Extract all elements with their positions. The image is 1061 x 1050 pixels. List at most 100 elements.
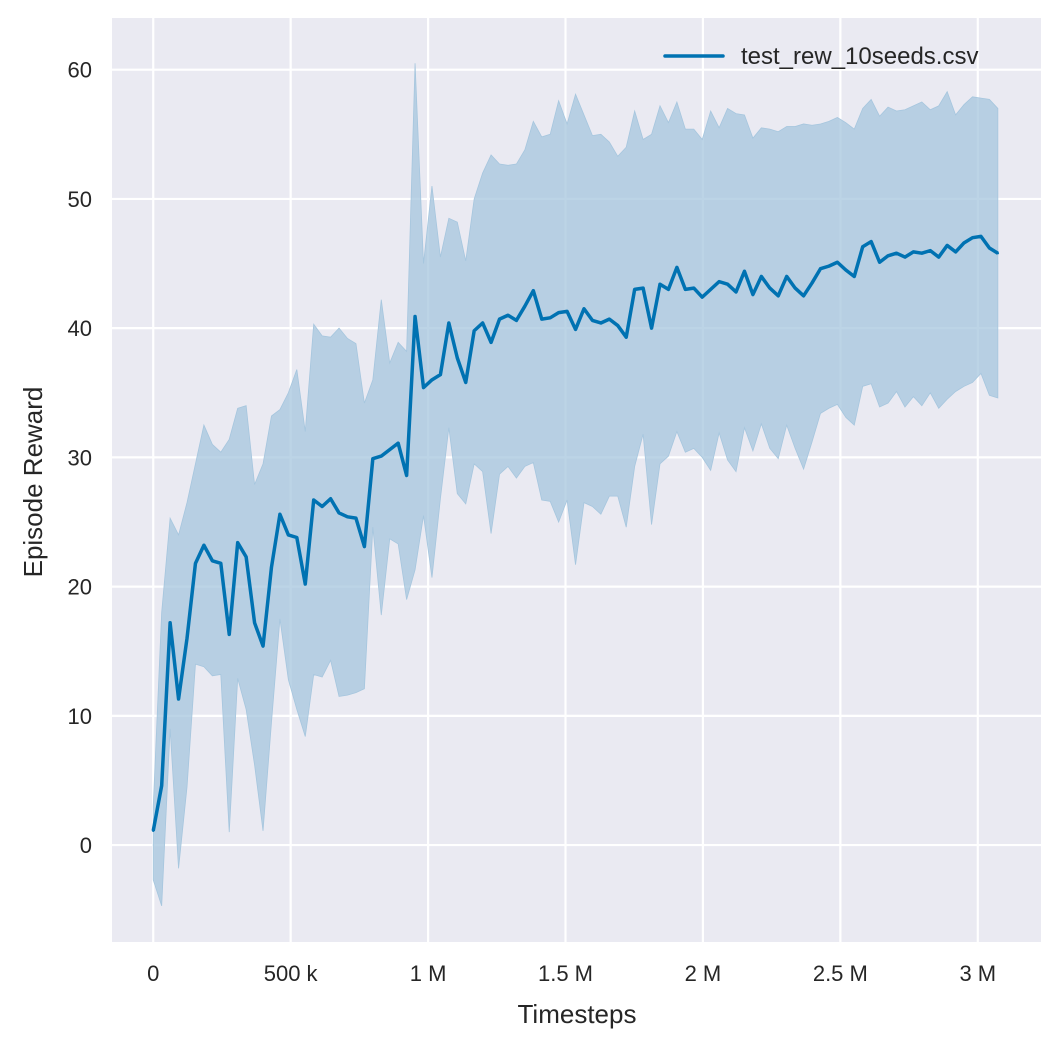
- data-point: [472, 329, 476, 332]
- data-point: [498, 317, 501, 321]
- data-point: [574, 328, 577, 331]
- data-point: [244, 555, 248, 559]
- data-point: [304, 582, 307, 586]
- data-point: [853, 275, 856, 278]
- data-point: [354, 516, 358, 520]
- data-point: [675, 266, 679, 269]
- data-point: [312, 498, 315, 502]
- data-point: [684, 288, 687, 291]
- data-point: [650, 326, 653, 330]
- data-point: [667, 288, 670, 291]
- data-point: [422, 386, 425, 389]
- data-point: [211, 559, 214, 562]
- data-point: [802, 294, 805, 298]
- data-point: [557, 311, 560, 314]
- data-point: [548, 316, 552, 320]
- y-tick-label: 40: [68, 316, 92, 341]
- data-point: [726, 283, 729, 286]
- confidence-band-area: [152, 63, 999, 906]
- data-point: [185, 637, 189, 640]
- data-point: [540, 317, 543, 321]
- data-point: [979, 235, 983, 238]
- data-point: [608, 317, 611, 321]
- data-point: [996, 252, 1000, 255]
- data-point: [405, 474, 408, 477]
- data-point: [295, 536, 299, 539]
- x-tick-label: 1.5 M: [538, 961, 593, 986]
- data-point: [760, 275, 763, 278]
- data-point: [929, 249, 932, 252]
- y-tick-label: 50: [68, 187, 92, 212]
- y-tick-label: 20: [68, 575, 92, 600]
- data-point: [447, 321, 451, 325]
- data-point: [320, 505, 324, 508]
- x-axis-label: Timesteps: [518, 999, 637, 1029]
- data-point: [329, 497, 332, 500]
- data-point: [337, 511, 341, 515]
- data-point: [641, 286, 645, 290]
- data-point: [701, 295, 704, 299]
- data-point: [515, 319, 518, 322]
- data-point: [768, 286, 772, 290]
- data-point: [202, 544, 206, 547]
- data-point: [439, 373, 442, 376]
- data-point: [489, 341, 493, 344]
- data-point: [152, 829, 155, 833]
- x-tick-label: 500 k: [264, 961, 319, 986]
- data-point: [692, 286, 695, 290]
- data-point: [582, 307, 586, 310]
- x-tick-label: 0: [147, 961, 159, 986]
- data-point: [371, 457, 375, 460]
- data-point: [464, 381, 467, 384]
- data-point: [168, 621, 172, 624]
- data-point: [827, 264, 831, 268]
- data-point: [532, 289, 535, 292]
- data-point: [413, 315, 417, 318]
- data-point: [836, 261, 839, 264]
- data-point: [261, 644, 265, 648]
- data-point: [456, 356, 459, 360]
- data-point: [937, 255, 940, 259]
- data-point: [861, 245, 864, 248]
- data-point: [194, 562, 197, 565]
- legend-label: test_rew_10seeds.csv: [741, 43, 978, 70]
- data-point: [270, 566, 273, 569]
- data-point: [962, 241, 966, 245]
- y-tick-label: 60: [68, 58, 92, 83]
- data-point: [160, 784, 163, 787]
- data-point: [945, 244, 949, 247]
- data-point: [886, 254, 890, 257]
- confidence-band: [152, 63, 999, 906]
- data-point: [988, 246, 991, 250]
- data-point: [565, 310, 569, 313]
- data-point: [717, 280, 721, 283]
- data-point: [954, 250, 957, 254]
- data-point: [810, 281, 814, 285]
- series-points: [152, 235, 1000, 833]
- data-point: [346, 515, 349, 519]
- legend: test_rew_10seeds.csv: [663, 43, 978, 70]
- data-point: [278, 513, 282, 516]
- data-point: [895, 252, 898, 255]
- y-tick-label: 10: [68, 704, 92, 729]
- x-tick-label: 1 M: [410, 961, 447, 986]
- data-point: [177, 697, 180, 701]
- x-tick-label: 2 M: [685, 961, 722, 986]
- data-point: [236, 541, 239, 544]
- data-point: [869, 240, 873, 243]
- data-point: [878, 261, 881, 264]
- data-point: [971, 236, 974, 239]
- data-point: [777, 294, 780, 298]
- data-point: [819, 267, 822, 270]
- data-point: [228, 633, 231, 636]
- data-point: [751, 293, 755, 296]
- data-point: [920, 252, 924, 255]
- data-point: [219, 562, 222, 565]
- data-point: [481, 321, 484, 325]
- data-point: [506, 314, 510, 317]
- data-point: [658, 283, 662, 286]
- data-point: [363, 545, 366, 548]
- data-point: [734, 290, 738, 294]
- data-point: [380, 454, 383, 458]
